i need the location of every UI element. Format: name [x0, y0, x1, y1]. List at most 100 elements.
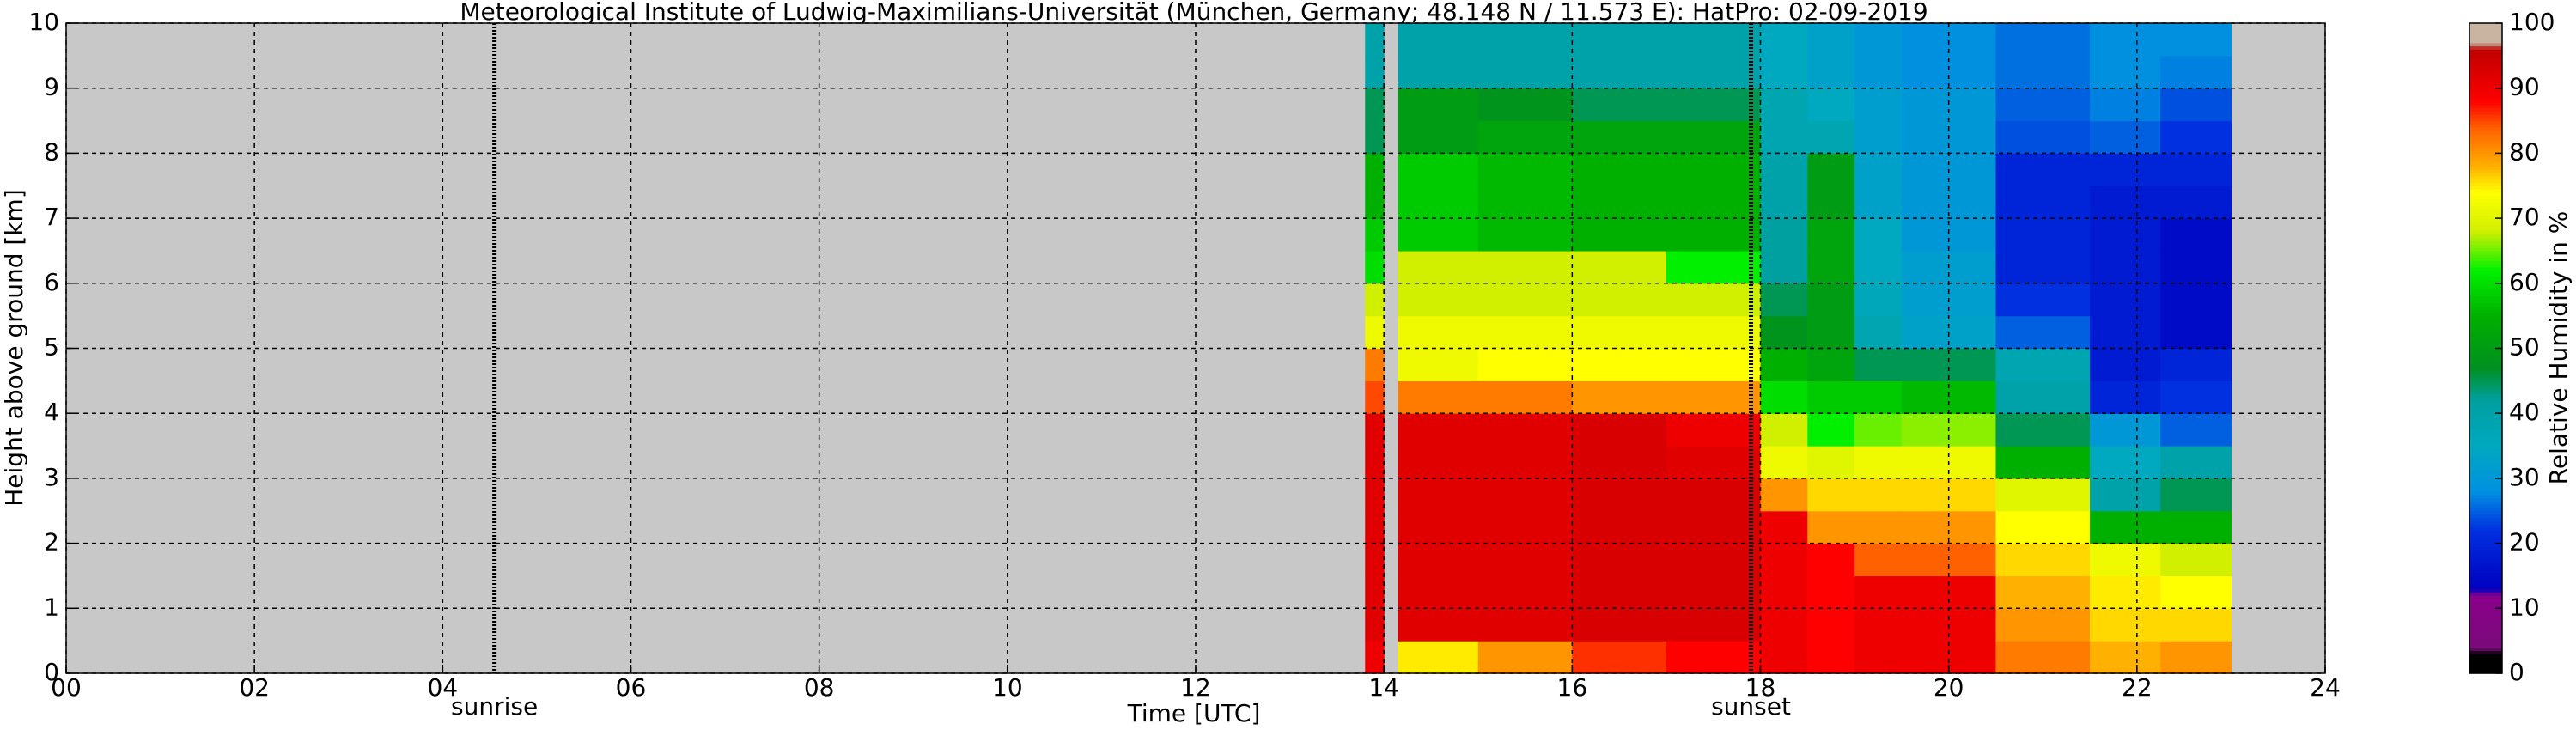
colorbar-segment — [2469, 484, 2502, 489]
heatmap-cell — [1365, 348, 1385, 381]
colorbar-tick-label: 80 — [2509, 137, 2540, 166]
heatmap-cell — [1666, 478, 1762, 512]
colorbar-segment — [2469, 289, 2502, 294]
colorbar-segment — [2469, 91, 2502, 95]
colorbar-segment — [2469, 293, 2502, 297]
colorbar-segment — [2469, 537, 2502, 541]
x-tick-label: 02 — [239, 673, 270, 702]
colorbar-segment — [2469, 42, 2502, 47]
colorbar-segment — [2469, 491, 2502, 496]
colorbar-segment — [2469, 386, 2502, 392]
heatmap-cell — [1807, 55, 1855, 89]
colorbar-segment — [2469, 585, 2502, 590]
heatmap-cell — [2090, 641, 2161, 674]
colorbar-segment — [2469, 510, 2502, 515]
heatmap-cell — [1398, 510, 1479, 544]
colorbar-segment — [2469, 215, 2502, 219]
heatmap-cell — [2160, 55, 2232, 89]
heatmap-cell — [1807, 153, 1855, 186]
heatmap-cell — [1572, 446, 1667, 479]
colorbar-segment — [2469, 204, 2502, 210]
colorbar-segment — [2469, 244, 2502, 248]
heatmap-cell — [2160, 575, 2232, 609]
colorbar-segment — [2469, 357, 2502, 362]
colorbar-segment — [2469, 390, 2502, 395]
colorbar-segment — [2469, 146, 2502, 151]
colorbar-segment — [2469, 202, 2502, 206]
colorbar-segment — [2469, 58, 2502, 64]
colorbar-segment — [2469, 211, 2502, 216]
colorbar-segment — [2469, 133, 2502, 138]
heatmap-cell — [1477, 348, 1573, 381]
heatmap-cell — [1365, 608, 1385, 642]
colorbar-segment — [2469, 546, 2502, 551]
colorbar-segment — [2469, 130, 2502, 135]
heatmap-cell — [1760, 23, 1808, 57]
heatmap-cell — [1760, 315, 1808, 350]
heatmap-cell — [1854, 55, 1903, 89]
heatmap-cell — [1854, 641, 1903, 674]
heatmap-cell — [2160, 120, 2232, 154]
heatmap-cell — [2160, 608, 2232, 642]
colorbar-segment — [2469, 117, 2502, 122]
heatmap-cell — [1365, 543, 1385, 577]
heatmap-cell — [2160, 478, 2232, 512]
heatmap-cell — [1854, 413, 1903, 447]
colorbar-segment — [2469, 432, 2502, 437]
heatmap-cell — [1807, 446, 1855, 479]
colorbar-segment — [2469, 26, 2502, 31]
colorbar-segment — [2469, 348, 2502, 352]
heatmap-cell — [1760, 543, 1808, 577]
heatmap-cell — [1398, 153, 1479, 186]
heatmap-cell — [1854, 283, 1903, 317]
colorbar-segment — [2469, 641, 2502, 645]
colorbar-segment — [2469, 452, 2502, 457]
heatmap-cell — [1398, 218, 1479, 252]
colorbar-segment — [2469, 65, 2502, 70]
heatmap-cell — [1398, 478, 1479, 512]
colorbar-segment — [2469, 439, 2502, 443]
heatmap-cell — [1760, 55, 1808, 89]
heatmap-cell — [1807, 413, 1855, 447]
heatmap-cell — [1572, 510, 1667, 544]
heatmap-cell — [1666, 250, 1762, 284]
heatmap-cell — [1477, 218, 1573, 252]
heatmap-cell — [1807, 543, 1855, 577]
colorbar-segment — [2469, 100, 2502, 106]
heatmap-cell — [1477, 88, 1573, 122]
colorbar-segment — [2469, 71, 2502, 76]
heatmap-cell — [1365, 120, 1385, 154]
colorbar-segment — [2469, 647, 2502, 652]
colorbar-segment — [2469, 563, 2502, 567]
colorbar-segment — [2469, 611, 2502, 616]
colorbar-segment — [2469, 62, 2502, 66]
heatmap-cell — [1477, 510, 1573, 544]
colorbar-segment — [2469, 88, 2502, 93]
heatmap-cell — [1995, 510, 2091, 544]
colorbar-segment — [2469, 218, 2502, 222]
colorbar-segment — [2469, 459, 2502, 463]
colorbar-segment — [2469, 140, 2502, 144]
heatmap-cell — [1477, 413, 1573, 447]
colorbar-segment — [2469, 113, 2502, 119]
heatmap-cell — [1995, 413, 2091, 447]
heatmap-cell — [1365, 23, 1385, 57]
heatmap-cell — [1365, 88, 1385, 122]
heatmap-cell — [2160, 446, 2232, 479]
heatmap-cell — [1572, 315, 1667, 350]
heatmap-cell — [1854, 608, 1903, 642]
colorbar-segment — [2469, 247, 2502, 252]
heatmap-cell — [2160, 186, 2232, 219]
heatmap-cell — [2090, 348, 2161, 381]
colorbar-tick-label: 60 — [2509, 268, 2540, 296]
heatmap-cell — [2160, 413, 2232, 447]
colorbar-segment — [2469, 120, 2502, 125]
heatmap-cell — [1995, 543, 2091, 577]
heatmap-cell — [1572, 575, 1667, 609]
colorbar-segment — [2469, 657, 2502, 661]
heatmap-cell — [1807, 575, 1855, 609]
heatmap-cell — [2090, 446, 2161, 479]
heatmap-cell — [1995, 88, 2091, 122]
colorbar-segment — [2469, 384, 2502, 388]
